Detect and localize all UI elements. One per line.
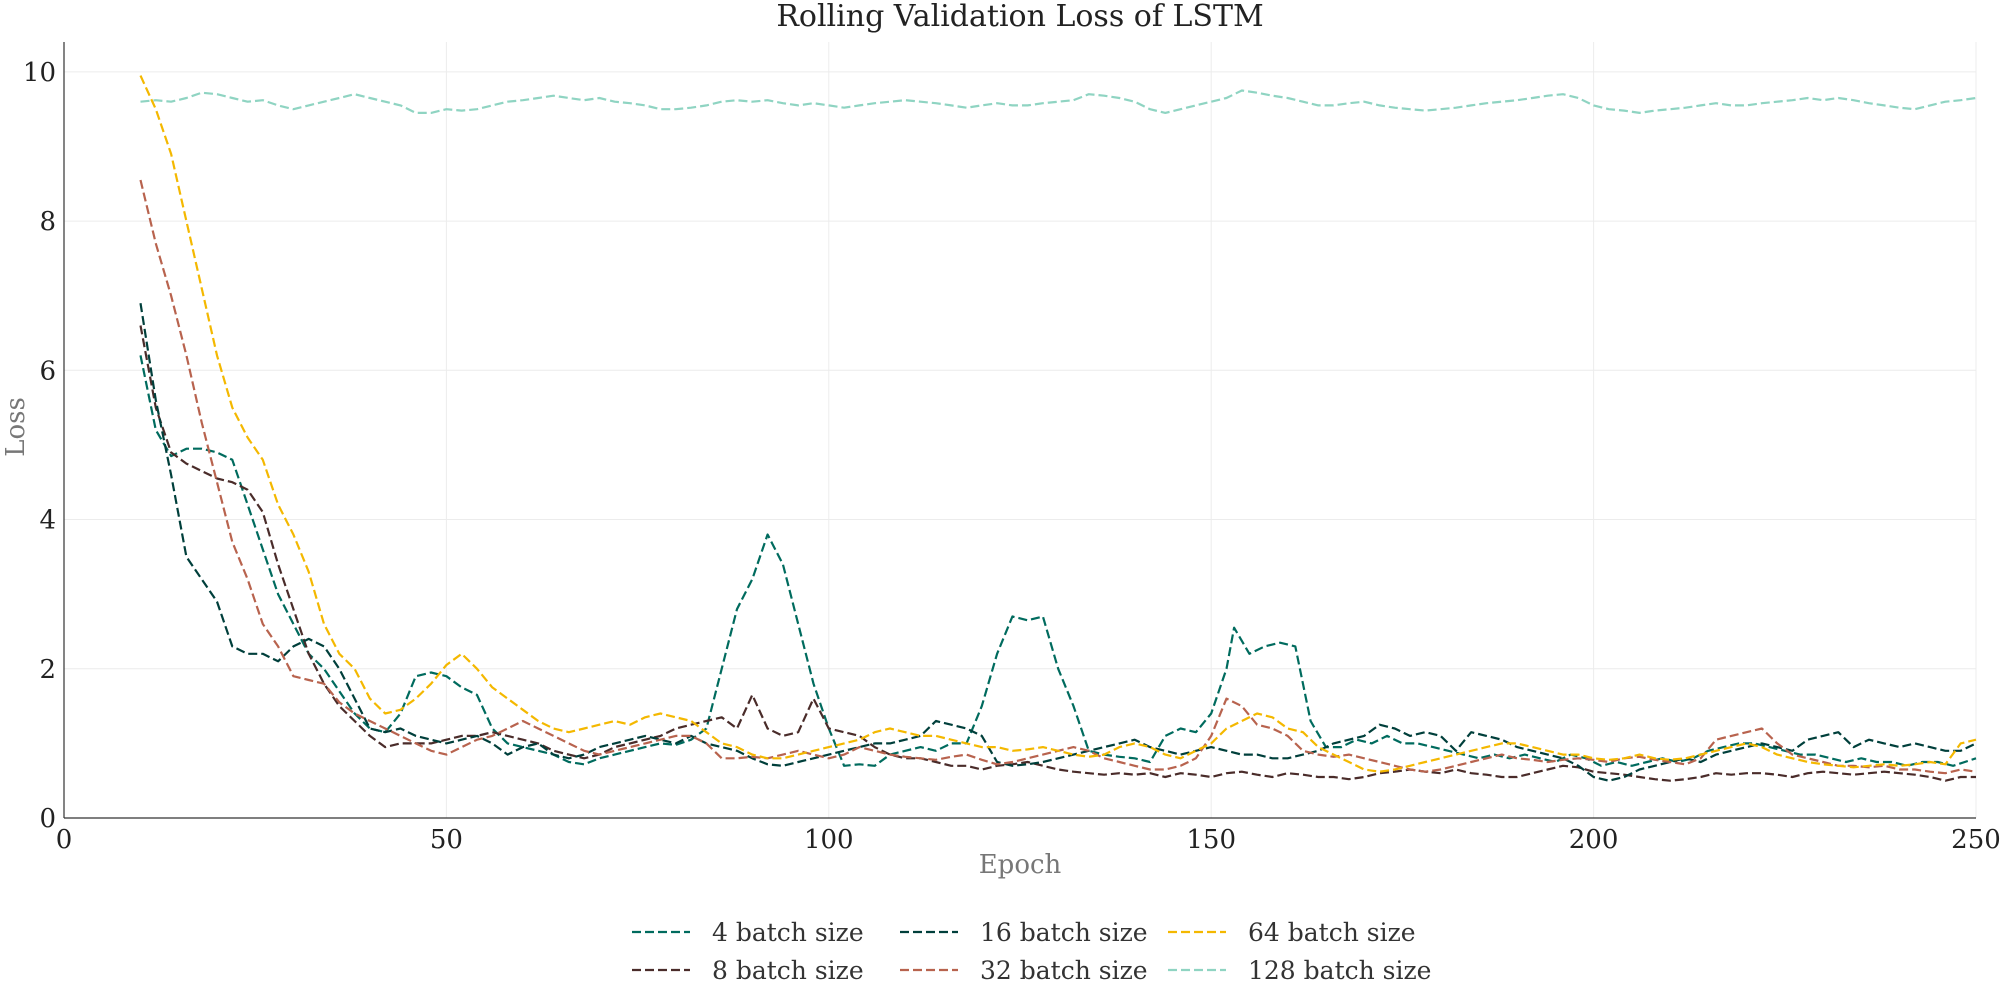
series-line-0: [139, 355, 1977, 767]
series-line-5: [140, 89, 1977, 114]
x-axis-label: Epoch: [979, 850, 1062, 880]
y-tick-label: 4: [39, 506, 56, 536]
grid: [63, 42, 1977, 819]
x-tick-label: 200: [1569, 825, 1619, 855]
legend-label: 128 batch size: [1248, 956, 1431, 985]
x-tick-label: 150: [1186, 825, 1236, 855]
series-line-3: [139, 179, 1977, 775]
x-tick-label: 0: [56, 825, 73, 855]
series-layer: [139, 75, 1977, 782]
y-tick-label: 0: [39, 804, 56, 834]
y-tick-label: 2: [39, 655, 56, 685]
legend-label: 64 batch size: [1248, 918, 1416, 947]
axes: [63, 42, 1976, 819]
series-line-1: [139, 325, 1976, 782]
x-tick-label: 250: [1951, 825, 2000, 855]
y-tick-label: 6: [39, 356, 56, 386]
x-tick-label: 50: [430, 825, 463, 855]
y-tick-label: 8: [39, 207, 56, 237]
y-axis-label: Loss: [1, 397, 31, 457]
series-line-2: [139, 303, 1977, 782]
series-line-4: [139, 75, 1977, 773]
chart-title: Rolling Validation Loss of LSTM: [776, 0, 1263, 34]
legend-label: 16 batch size: [980, 918, 1148, 947]
legend: 4 batch size 8 batch size 16 batch size 32 …: [632, 918, 1431, 985]
y-tick-label: 10: [23, 58, 56, 88]
x-tick-label: 100: [804, 825, 854, 855]
tick-labels: 0 50 100 150 200 250 0 2 4 6 8 10: [23, 58, 2000, 855]
legend-label: 8 batch size: [712, 956, 864, 985]
legend-label: 32 batch size: [980, 956, 1148, 985]
legend-label: 4 batch size: [712, 918, 864, 947]
